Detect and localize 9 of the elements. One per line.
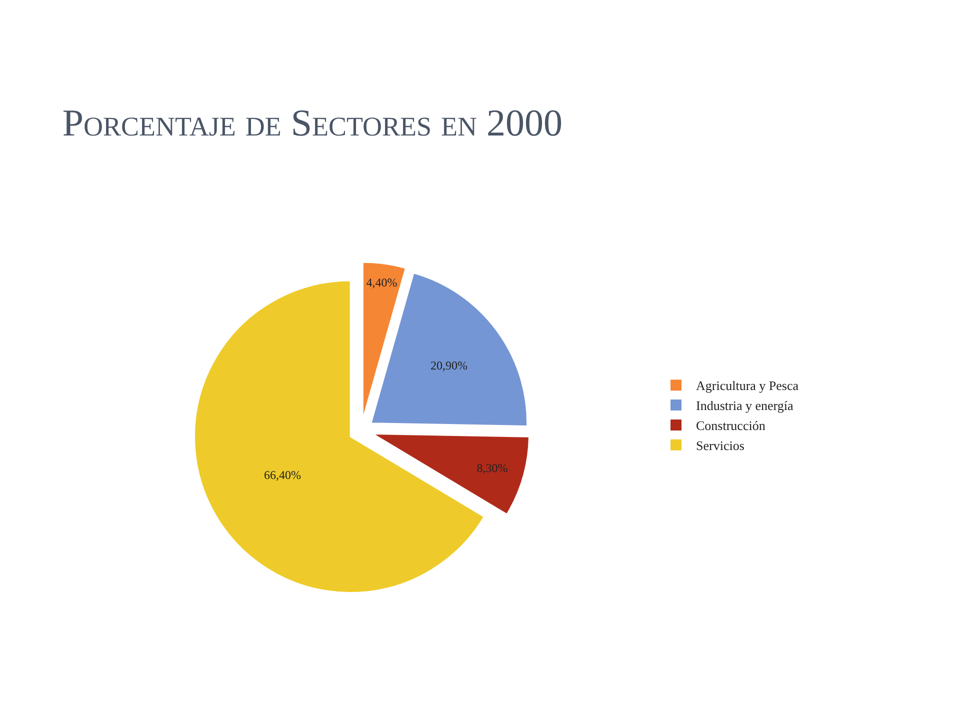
chart-title: Porcentaje de Sectores en 2000 (62, 102, 563, 145)
legend-label: Agricultura y Pesca (696, 378, 799, 394)
data-label: 8,30% (476, 461, 508, 476)
data-label: 66,40% (264, 468, 302, 482)
legend-label: Industria y energía (696, 398, 794, 414)
data-label: 20,90% (430, 358, 468, 372)
legend-label: Construcción (696, 418, 766, 434)
legend-label: Servicios (696, 438, 744, 453)
data-label: 4,40% (366, 275, 398, 290)
